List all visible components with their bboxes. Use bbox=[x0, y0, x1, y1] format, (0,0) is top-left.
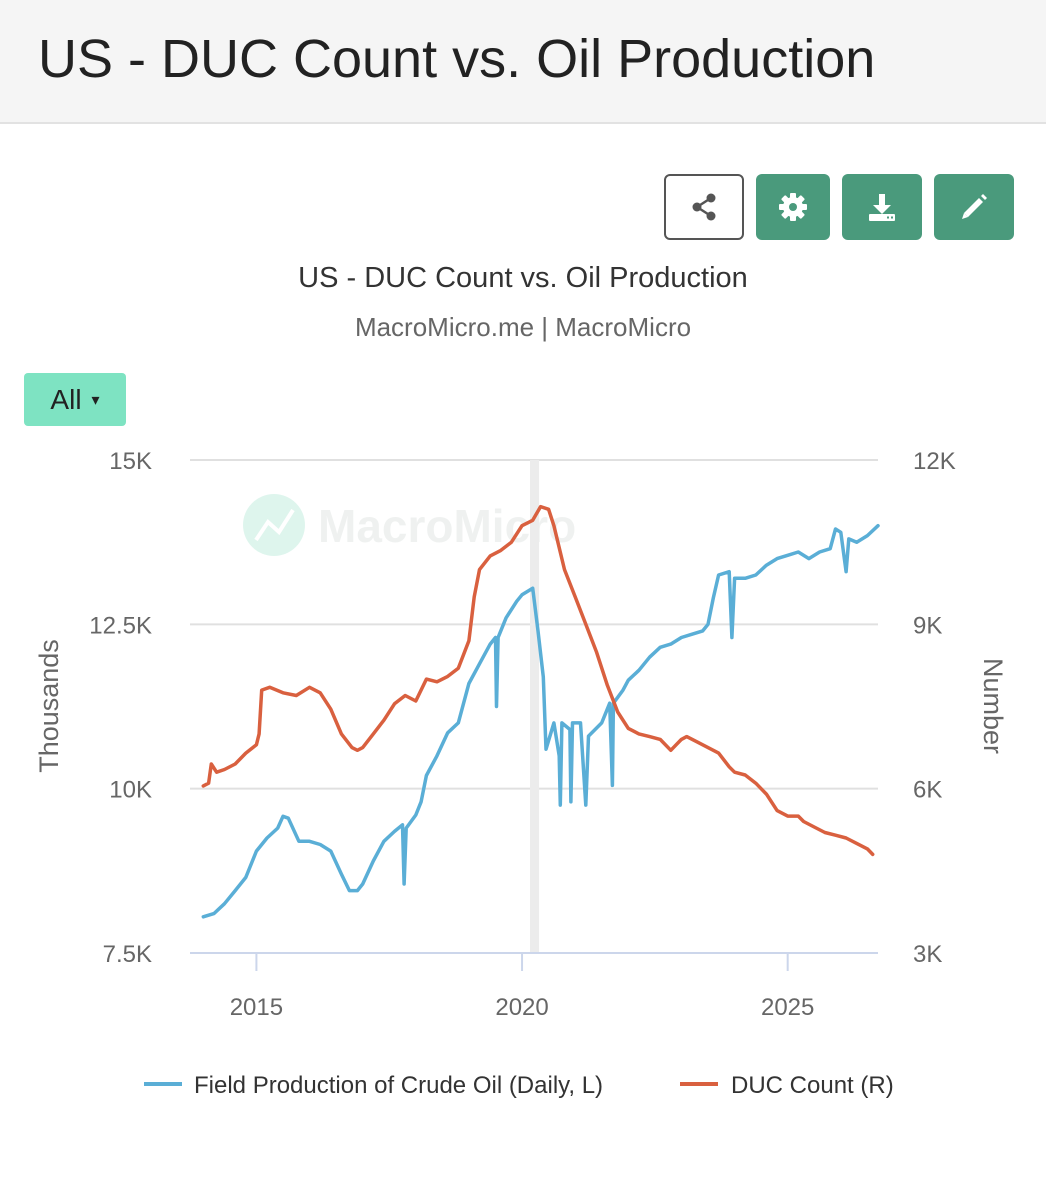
edit-button[interactable] bbox=[934, 174, 1014, 240]
legend-label-duc: DUC Count (R) bbox=[731, 1072, 894, 1099]
series-line-oil-production bbox=[201, 523, 880, 919]
range-selector-button[interactable]: All ▾ bbox=[24, 373, 126, 426]
y-tick-label-left: 12.5K bbox=[89, 612, 152, 639]
chart-title: US - DUC Count vs. Oil Production bbox=[298, 262, 748, 294]
download-button[interactable] bbox=[842, 174, 922, 240]
series-line-duc-count bbox=[201, 504, 875, 857]
y-tick-label-left: 15K bbox=[109, 448, 152, 475]
shaded-band bbox=[530, 460, 540, 953]
legend: Field Production of Crude Oil (Daily, L)… bbox=[144, 1072, 894, 1099]
settings-button[interactable] bbox=[756, 174, 830, 240]
chart-toolbar bbox=[0, 174, 1046, 242]
x-tick-label: 2025 bbox=[761, 994, 814, 1021]
legend-label-oil: Field Production of Crude Oil (Daily, L) bbox=[194, 1072, 603, 1099]
pencil-icon bbox=[962, 194, 987, 219]
y-axis-right-label: Number bbox=[978, 658, 1008, 754]
page-header: US - DUC Count vs. Oil Production bbox=[0, 0, 1046, 124]
share-icon bbox=[692, 193, 716, 221]
watermark-logo-line bbox=[254, 508, 295, 542]
share-button[interactable] bbox=[664, 174, 744, 240]
watermark-logo-icon bbox=[243, 494, 305, 556]
y-tick-label-left: 10K bbox=[109, 777, 152, 804]
y-axis-left-label: Thousands bbox=[34, 639, 64, 773]
y-tick-label-left: 7.5K bbox=[103, 941, 152, 968]
y-tick-label-right: 12K bbox=[913, 448, 956, 475]
watermark: MacroMicro bbox=[243, 494, 576, 556]
range-selector-label: All bbox=[50, 383, 82, 415]
y-tick-label-right: 6K bbox=[913, 777, 942, 804]
page-title: US - DUC Count vs. Oil Production bbox=[38, 29, 876, 89]
chart-subtitle: MacroMicro.me | MacroMicro bbox=[354, 312, 692, 342]
y-tick-label-right: 3K bbox=[913, 941, 942, 968]
chevron-down-icon: ▾ bbox=[91, 391, 100, 409]
watermark-text: MacroMicro bbox=[318, 500, 576, 552]
x-tick-label: 2020 bbox=[495, 994, 548, 1021]
gear-icon bbox=[779, 193, 807, 221]
y-tick-label-right: 9K bbox=[913, 612, 942, 639]
x-tick-label: 2015 bbox=[230, 994, 283, 1021]
download-icon bbox=[869, 194, 895, 221]
